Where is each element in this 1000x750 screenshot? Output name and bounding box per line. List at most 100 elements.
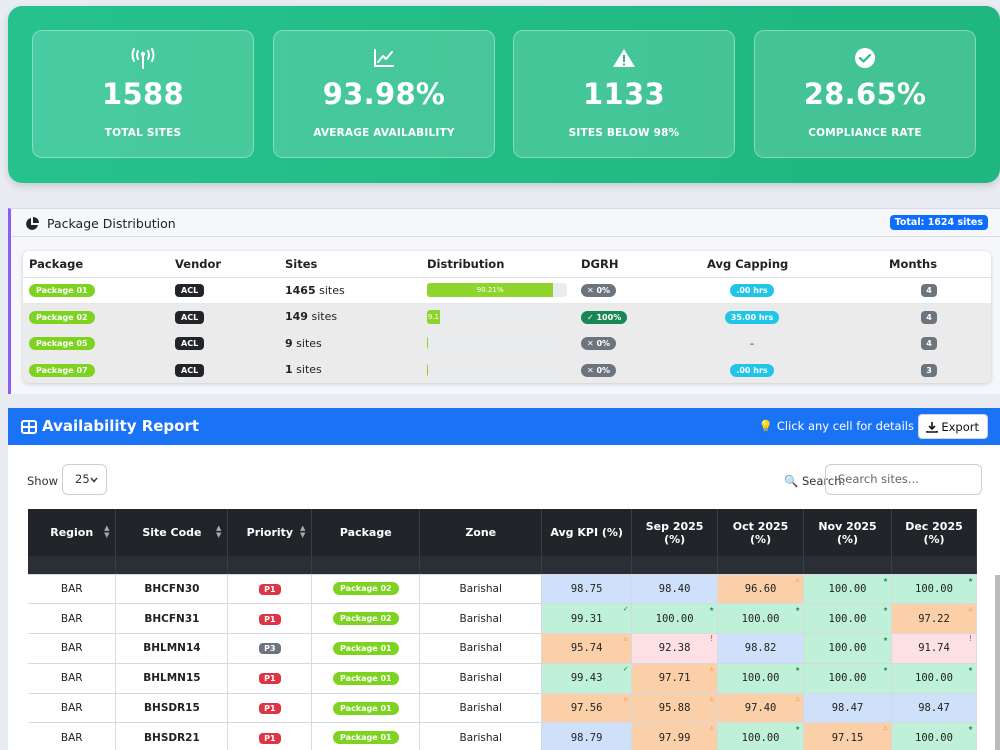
- months-badge: 4: [921, 284, 937, 298]
- kpi-value: 100.00: [741, 672, 780, 685]
- package-cell: Package 05: [23, 330, 169, 357]
- column-header-1[interactable]: Site Code ▲ ▼: [115, 509, 229, 556]
- scrollbar[interactable]: [995, 575, 1000, 750]
- kpi-cell[interactable]: 100.00 ★: [803, 574, 892, 605]
- distribution-cell: [421, 330, 575, 357]
- kpi-cell[interactable]: 100.00 ★: [717, 722, 805, 750]
- kpi-banner: 1588 TOTAL SITES 93.98% AVERAGE AVAILABI…: [8, 6, 1000, 183]
- site-code-cell[interactable]: BHCFN30: [115, 574, 229, 605]
- kpi-cell[interactable]: 98.75: [541, 574, 633, 605]
- capping-cell: .00 hrs: [687, 277, 871, 304]
- kpi-cell[interactable]: 100.00 ★: [891, 574, 978, 605]
- kpi-cell[interactable]: 98.79: [541, 722, 633, 750]
- column-header-label: Priority: [246, 526, 294, 539]
- capping-badge: 35.00 hrs: [724, 310, 780, 324]
- column-header-9[interactable]: Dec 2025 (%): [891, 509, 978, 556]
- column-header-3[interactable]: Package: [311, 509, 421, 556]
- status-marker-icon: ✓: [623, 663, 629, 673]
- column-header: Distribution: [421, 251, 575, 278]
- dgrh-badge: ✓ 100%: [581, 310, 628, 324]
- table-row[interactable]: Package 01 ACL 1465 sites 90.21% ✕ 0% .00 hrs…: [23, 277, 991, 304]
- table-row[interactable]: BAR BHCFN31 P1 Package 02 Barishal 99.31 ✓ 100.…: [28, 603, 978, 635]
- distribution-bar: [427, 362, 567, 377]
- site-code-cell[interactable]: BHCFN31: [115, 603, 229, 635]
- site-code-cell[interactable]: BHLMN14: [115, 633, 229, 664]
- kpi-card-average-availability[interactable]: 93.98% AVERAGE AVAILABILITY: [273, 30, 495, 158]
- kpi-card-total-sites[interactable]: 1588 TOTAL SITES: [32, 30, 254, 158]
- column-header-label: Sep 2025 (%): [645, 519, 704, 546]
- kpi-cell[interactable]: 97.71 ⚠: [631, 663, 719, 694]
- page-size-value: 25: [75, 472, 90, 486]
- site-code-cell[interactable]: BHSDR15: [115, 693, 229, 724]
- status-marker-icon: ★: [968, 663, 973, 673]
- kpi-cell[interactable]: 99.31 ✓: [541, 603, 633, 635]
- search-input[interactable]: Search sites...: [825, 464, 982, 495]
- kpi-card-compliance-rate[interactable]: 28.65% COMPLIANCE RATE: [754, 30, 976, 158]
- kpi-cell[interactable]: 100.00 ★: [631, 603, 719, 635]
- table-row[interactable]: Package 07 ACL 1 sites ✕ 0% .00 hrs 3: [23, 356, 991, 383]
- kpi-cell[interactable]: 98.47: [803, 693, 892, 724]
- kpi-cell[interactable]: 97.22 ⚠: [891, 603, 978, 635]
- kpi-cell[interactable]: 100.00 ★: [717, 663, 805, 694]
- kpi-cell[interactable]: 96.60 ⚠: [717, 574, 805, 605]
- table-row[interactable]: BAR BHLMN15 P1 Package 01 Barishal 99.43 ✓ 97.7…: [28, 663, 978, 694]
- kpi-cell[interactable]: 98.40: [631, 574, 719, 605]
- site-code-cell[interactable]: BHSDR21: [115, 722, 229, 750]
- kpi-cell[interactable]: 91.74!: [891, 633, 978, 664]
- panel-header: Package Distribution Total: 1624 sites: [11, 209, 1000, 237]
- site-code-cell[interactable]: BHLMN15: [115, 663, 229, 694]
- page-size-select[interactable]: 25: [62, 464, 107, 495]
- zone-cell: Barishal: [419, 663, 543, 694]
- kpi-cell[interactable]: 95.88 ⚠: [631, 693, 719, 724]
- kpi-cell[interactable]: 95.74 ⚠: [541, 633, 633, 664]
- table-row[interactable]: Package 05 ACL 9 sites ✕ 0% - 4: [23, 330, 991, 357]
- priority-cell: P1: [227, 574, 313, 605]
- kpi-cell[interactable]: 92.38!: [631, 633, 719, 664]
- sort-icon: ▲ ▼: [216, 524, 222, 539]
- status-marker-icon: ★: [795, 723, 801, 733]
- column-header-4[interactable]: Zone: [419, 509, 543, 556]
- package-cell: Package 07: [23, 356, 169, 383]
- kpi-value: 98.75: [570, 582, 603, 595]
- kpi-cell[interactable]: 100.00 ★: [803, 633, 892, 664]
- kpi-cell[interactable]: 98.82: [717, 633, 805, 664]
- package-badge: Package 01: [333, 641, 399, 655]
- kpi-cell[interactable]: 100.00 ★: [803, 663, 892, 694]
- column-header-5[interactable]: Avg KPI (%): [541, 509, 633, 556]
- search-icon: 🔍: [784, 474, 799, 488]
- column-header-label: Package: [339, 526, 392, 539]
- table-row[interactable]: BAR BHSDR21 P1 Package 01 Barishal 98.79 97.99…: [28, 722, 978, 750]
- kpi-cell[interactable]: 97.56 ⚠: [541, 693, 633, 724]
- kpi-cell[interactable]: 100.00 ★: [803, 603, 892, 635]
- export-button[interactable]: Export: [918, 414, 988, 439]
- column-header-0[interactable]: Region ▲ ▼: [28, 509, 117, 556]
- kpi-cell[interactable]: 98.47: [891, 693, 978, 724]
- column-header-6[interactable]: Sep 2025 (%): [631, 509, 719, 556]
- check-circle-icon: [853, 47, 877, 71]
- table-row[interactable]: BAR BHLMN14 P3 Package 01 Barishal 95.74 ⚠ 92.3…: [28, 633, 978, 664]
- dgrh-badge: ✕ 0%: [581, 284, 617, 298]
- table-row[interactable]: Package 02 ACL 149 sites 9.1 ✓ 100% 35.00 hrs…: [23, 303, 991, 331]
- capping-cell: -: [687, 330, 871, 357]
- months-badge: 4: [921, 337, 937, 351]
- kpi-cell[interactable]: 100.00 ★: [717, 603, 805, 635]
- spacer-cell: [631, 556, 719, 575]
- hint-label: Click any cell for details: [776, 419, 914, 433]
- kpi-cell[interactable]: 99.43 ✓: [541, 663, 633, 694]
- kpi-label: TOTAL SITES: [104, 127, 182, 139]
- column-header-2[interactable]: Priority ▲ ▼: [227, 509, 313, 556]
- table-row[interactable]: BAR BHSDR15 P1 Package 01 Barishal 97.56 ⚠ 95.8…: [28, 693, 978, 724]
- kpi-cell[interactable]: 97.40 ⚠: [717, 693, 805, 724]
- kpi-value: 100.00: [828, 672, 867, 685]
- kpi-cell[interactable]: 97.99 ⚠: [631, 722, 719, 750]
- table-row[interactable]: BAR BHCFN30 P1 Package 02 Barishal 98.75 98.40…: [28, 574, 978, 605]
- kpi-cell[interactable]: 100.00 ★: [891, 722, 978, 750]
- column-header-8[interactable]: Nov 2025 (%): [803, 509, 892, 556]
- kpi-cell[interactable]: 97.15 ⚠: [803, 722, 892, 750]
- spacer-cell: [115, 556, 229, 575]
- kpi-card-sites-below[interactable]: 1133 SITES BELOW 98%: [513, 30, 735, 158]
- sites-unit: sites: [315, 283, 345, 297]
- kpi-value: 28.65%: [803, 77, 927, 111]
- column-header-7[interactable]: Oct 2025 (%): [717, 509, 805, 556]
- kpi-cell[interactable]: 100.00 ★: [891, 663, 978, 694]
